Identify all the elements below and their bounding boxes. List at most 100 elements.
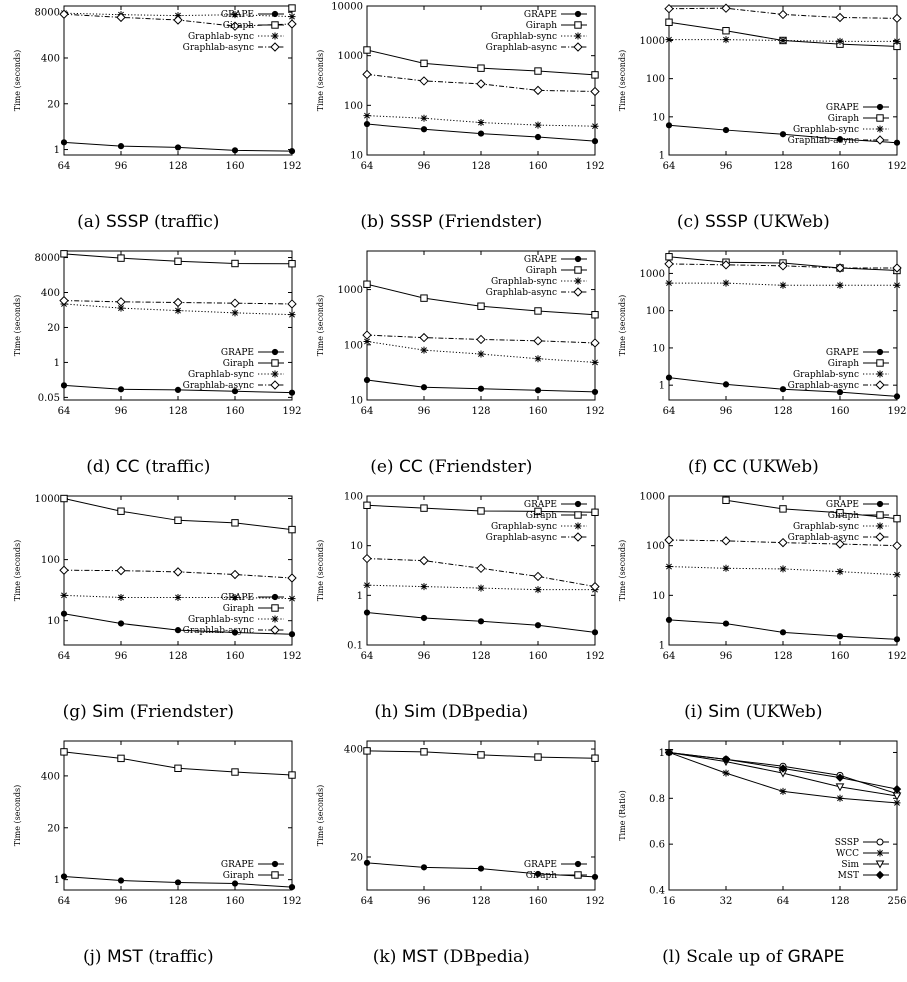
data-point: [363, 747, 371, 755]
legend-label: Giraph: [828, 511, 859, 521]
series-giraph: [665, 18, 901, 51]
legend-marker: [271, 370, 279, 378]
legend-marker: [574, 10, 582, 18]
data-point: [477, 584, 485, 592]
y-tick-label: 100: [41, 555, 60, 566]
data-point: [477, 385, 485, 392]
y-tick-label: 0.05: [38, 393, 60, 404]
legend-label: Graphlab-async: [486, 533, 557, 543]
legend-marker: [574, 522, 582, 530]
series-giraph: [722, 496, 901, 523]
x-tick-label: 192: [585, 896, 604, 907]
data-point: [591, 71, 599, 79]
series-giraph: [363, 46, 599, 79]
data-point: [174, 257, 182, 265]
caption-dataset: (traffic): [144, 457, 211, 477]
data-point: [665, 122, 673, 129]
chart-svg: 1 20 400 64 96 128 160 192 Time (seconds) GRAPEGi…: [13, 740, 302, 907]
legend-label: Graphlab-sync: [188, 615, 254, 625]
legend-marker: [574, 860, 582, 868]
caption-label: (l): [662, 947, 681, 967]
y-axis-label: Time (seconds): [13, 50, 22, 112]
x-tick-label: 64: [58, 896, 71, 907]
legend-marker: [876, 838, 884, 846]
data-point: [477, 130, 485, 137]
chart-panel: 1 10 100 1000 64 96 128 160 192 Time (seconds) GRA…: [605, 490, 907, 735]
data-point: [60, 250, 68, 258]
series-graphlab-sync: [60, 591, 296, 603]
x-tick-label: 160: [528, 161, 547, 172]
data-point: [362, 553, 372, 564]
chart-svg: 1 10 100 1000 64 96 128 160 192 Time (seconds) GRA…: [618, 3, 907, 172]
y-tick-label: 20: [47, 323, 60, 334]
x-tick-label: 64: [361, 161, 374, 172]
data-point: [534, 133, 542, 141]
chart-svg: 10 100 1000 64 96 128 160 192 Time (seconds) GRAP…: [13, 494, 302, 662]
legend-label: Graphlab-sync: [793, 370, 859, 380]
x-tick-label: 256: [887, 896, 906, 907]
legend-label: GRAPE: [826, 103, 859, 113]
data-point: [288, 4, 296, 12]
series-line: [668, 751, 898, 804]
data-point: [287, 299, 297, 309]
caption-algo: SSSP: [105, 212, 149, 232]
data-point: [420, 59, 428, 68]
data-point: [363, 46, 371, 54]
caption-algo: Sim: [403, 702, 437, 722]
x-tick-label: 128: [168, 406, 187, 417]
data-point: [477, 64, 485, 72]
legend-label: Graphlab-sync: [491, 522, 557, 532]
data-point: [836, 568, 844, 576]
legend-marker: [875, 860, 885, 869]
legend-marker: [270, 42, 280, 52]
data-point: [836, 37, 844, 45]
data-point: [230, 21, 240, 31]
caption-algo: CC: [115, 457, 140, 477]
series-graphlab-sync: [363, 337, 599, 366]
caption-dataset: (Friendster): [437, 212, 543, 232]
legend-marker: [876, 500, 884, 508]
series-grape: [363, 120, 599, 145]
legend-label: Giraph: [526, 511, 557, 521]
data-point: [779, 565, 787, 573]
y-tick-label: 400: [41, 771, 60, 782]
legend-label: SSSP: [835, 838, 859, 848]
legend-marker: [271, 10, 279, 18]
legend-label: Graphlab-sync: [188, 32, 254, 42]
chart-caption: (f) CC (UKWeb): [605, 457, 907, 477]
series-grape: [665, 374, 901, 400]
y-axis-label: Time (seconds): [13, 785, 22, 847]
data-point: [836, 794, 844, 802]
caption-label: (c): [676, 212, 700, 232]
chart-svg: 0.05 1 20 400 8000 64 96 128 160 192 Time (seconds…: [13, 250, 302, 417]
legend-marker: [876, 125, 884, 133]
data-point: [117, 593, 125, 601]
legend-marker: [271, 348, 279, 356]
y-tick-label: 100: [646, 74, 665, 85]
chart-panel: 0.1 1 10 100 64 96 128 160 192 Time (seconds) GRAP…: [303, 490, 605, 735]
data-point: [288, 884, 296, 891]
chart-panel: 1 20 400 8000 64 96 128 160 192 Time (seconds) GRA…: [0, 0, 302, 245]
data-point: [591, 754, 599, 762]
data-point: [722, 496, 730, 504]
caption-algo: Sim: [92, 702, 125, 722]
data-point: [892, 784, 902, 794]
data-point: [722, 564, 730, 572]
series-grape: [665, 616, 901, 643]
data-point: [534, 870, 542, 878]
data-point: [721, 260, 731, 270]
data-point: [533, 336, 543, 346]
legend-marker: [271, 871, 279, 879]
series-graphlab-sync: [665, 279, 901, 289]
x-tick-label: 64: [361, 406, 374, 417]
data-point: [892, 263, 902, 273]
plot-frame: [63, 5, 293, 156]
data-point: [476, 334, 486, 345]
legend-label: GRAPE: [826, 500, 859, 510]
y-tick-label: 1000: [640, 269, 665, 280]
y-tick-label: 1: [659, 641, 665, 652]
data-point: [591, 311, 599, 319]
